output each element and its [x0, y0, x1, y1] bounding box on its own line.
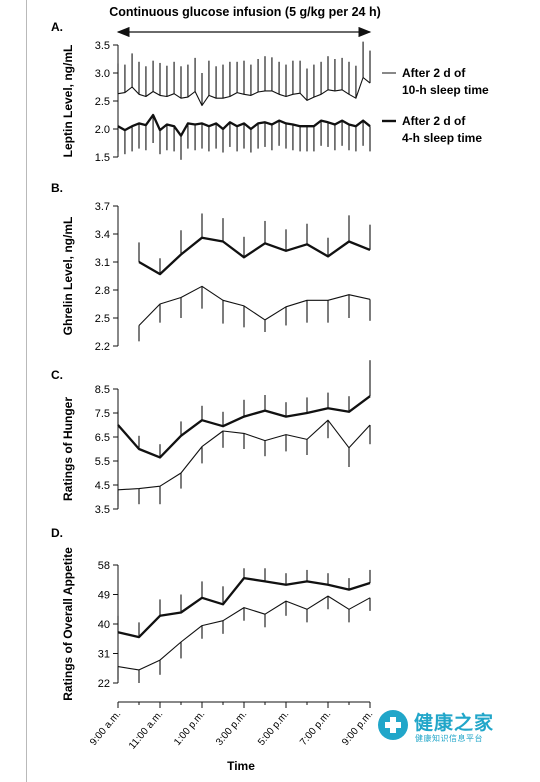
panel-letter: C.: [51, 368, 63, 382]
chart-panel-4: D. Ratings of Overall Appetite 58 49 40 31 22: [51, 526, 371, 708]
figure-left-rule: [26, 0, 27, 782]
series-4h-sleep: [117, 113, 371, 160]
y-tick-label: 1.5: [95, 152, 110, 164]
y-tick-label: 3.5: [95, 504, 110, 516]
y-tick-label: 3.5: [95, 40, 110, 52]
y-axis-label: Ghrelin Level, ng/mL: [61, 217, 75, 336]
y-tick-label: 3.7: [95, 201, 110, 213]
y-tick-label: 8.5: [95, 384, 110, 396]
y-tick-label: 2.5: [95, 313, 110, 325]
series-10h-sleep: [117, 419, 371, 507]
y-tick-label: 22: [98, 678, 110, 690]
series-line: [138, 236, 371, 276]
y-axis-label: Leptin Level, ng/mL: [61, 45, 75, 158]
y-tick-label: 5.5: [95, 456, 110, 468]
series-line: [117, 113, 371, 137]
x-tick-label: 1:00 p.m.: [172, 709, 207, 748]
infusion-label: Continuous glucose infusion (5 g/kg per …: [109, 5, 381, 19]
y-tick-label: 2.0: [95, 124, 110, 136]
y-tick-label: 2.2: [95, 341, 110, 353]
y-tick-label: 40: [98, 619, 110, 631]
legend-4h-line2: 4-h sleep time: [402, 131, 482, 145]
y-tick-label: 3.0: [95, 68, 110, 80]
x-tick-label: 5:00 p.m.: [256, 709, 291, 748]
y-axis-label: Ratings of Overall Appetite: [61, 547, 75, 701]
legend-10h-line2: 10-h sleep time: [402, 83, 489, 97]
cross-logo-icon: [378, 710, 408, 740]
series-10h-sleep: [117, 41, 371, 107]
x-tick-label: 9:00 p.m.: [340, 709, 375, 748]
series-4h-sleep: [138, 213, 371, 276]
panel-letter: D.: [51, 526, 63, 540]
x-axis-title: Time: [227, 759, 255, 773]
chart-panel-3: C. Ratings of Hunger 8.5 7.5 6.5 5.5 4.5 3.5: [51, 360, 371, 516]
x-tick-labels: 9:00 a.m. 11:00 a.m. 1:00 p.m. 3:00 p.m. 5:0…: [88, 709, 375, 752]
y-tick-label: 49: [98, 590, 110, 602]
y-tick-label: 58: [98, 560, 110, 572]
series-10h-sleep: [138, 285, 371, 342]
y-tick-label: 2.8: [95, 285, 110, 297]
x-tick-label: 11:00 a.m.: [127, 709, 165, 752]
chart-panels: A. Leptin Level, ng/mL 3.5 3.0 2.5 2.0 1.5 B. Gh…: [51, 20, 371, 708]
panel-letter: A.: [51, 20, 63, 34]
y-tick-label: 7.5: [95, 408, 110, 420]
series-line: [117, 595, 371, 671]
x-tick-label: 9:00 a.m.: [88, 709, 123, 748]
series-10h-sleep: [117, 595, 371, 683]
y-tick-label: 3.1: [95, 257, 110, 269]
legend: After 2 d of 10-h sleep time After 2 d o…: [382, 66, 489, 145]
y-tick-label: 4.5: [95, 480, 110, 492]
chart-panel-2: B. Ghrelin Level, ng/mL 3.7 3.4 3.1 2.8 2.5 2.2: [51, 181, 371, 353]
x-tick-label: 3:00 p.m.: [214, 709, 249, 748]
chart-panel-1: A. Leptin Level, ng/mL 3.5 3.0 2.5 2.0 1.5: [51, 20, 371, 164]
watermark-brand: 健康之家: [414, 713, 495, 734]
panel-letter: B.: [51, 181, 63, 195]
series-line: [117, 419, 371, 491]
legend-4h-line1: After 2 d of: [402, 114, 466, 128]
series-line: [117, 576, 371, 639]
y-axis-label: Ratings of Hunger: [61, 397, 75, 501]
y-tick-label: 3.4: [95, 229, 110, 241]
y-tick-label: 2.5: [95, 96, 110, 108]
series-4h-sleep: [117, 568, 371, 639]
y-tick-label: 31: [98, 649, 110, 661]
x-tick-label: 7:00 p.m.: [298, 709, 333, 748]
watermark-tagline: 健康知识信息平台: [415, 734, 483, 743]
series-line: [117, 395, 371, 459]
legend-10h-line1: After 2 d of: [402, 66, 466, 80]
series-line: [138, 285, 371, 326]
series-4h-sleep: [117, 360, 371, 459]
y-tick-label: 6.5: [95, 432, 110, 444]
watermark: 健康之家 健康知识信息平台: [378, 708, 528, 748]
series-line: [117, 76, 371, 107]
